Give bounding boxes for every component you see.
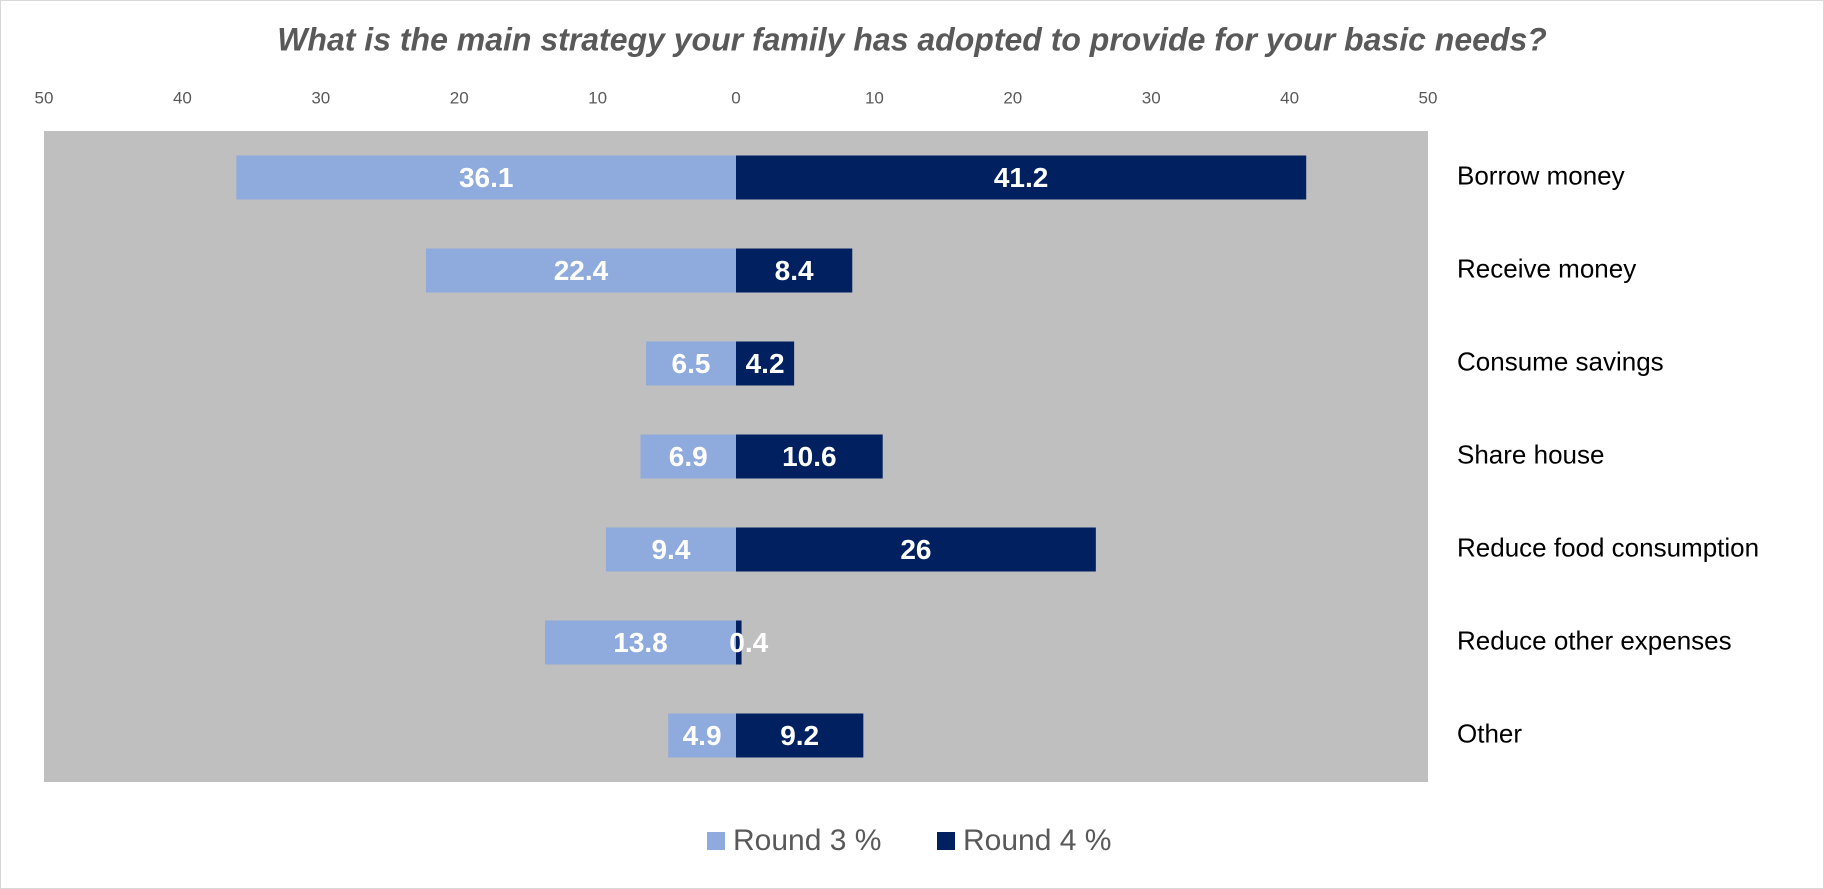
- bar: [668, 713, 736, 758]
- bar: [736, 341, 795, 386]
- data-label: 9.4: [651, 534, 690, 565]
- bar: [646, 341, 736, 386]
- data-label: 9.2: [780, 720, 819, 751]
- bar: [640, 434, 736, 479]
- legend-swatch: [937, 832, 955, 850]
- data-label: 8.4: [775, 255, 814, 286]
- bar: [736, 248, 853, 293]
- category-label: Receive money: [1457, 253, 1636, 283]
- x-tick-label: 10: [588, 88, 607, 107]
- bar: [425, 248, 736, 293]
- category-label: Reduce other expenses: [1457, 625, 1732, 655]
- bar: [545, 620, 736, 665]
- x-tick-label: 20: [1003, 88, 1022, 107]
- data-label: 41.2: [994, 162, 1049, 193]
- chart-title: What is the main strategy your family ha…: [277, 21, 1547, 57]
- data-label: 13.8: [613, 627, 668, 658]
- bar: [736, 713, 864, 758]
- category-label: Borrow money: [1457, 160, 1625, 190]
- data-label: 4.9: [683, 720, 722, 751]
- category-label: Other: [1457, 718, 1522, 748]
- x-tick-label: 40: [1280, 88, 1299, 107]
- bar: [736, 527, 1096, 572]
- bar: [236, 155, 736, 200]
- x-tick-label: 40: [173, 88, 192, 107]
- bar: [736, 155, 1307, 200]
- data-label: 26: [900, 534, 931, 565]
- data-label: 6.5: [672, 348, 711, 379]
- x-tick-label: 10: [865, 88, 884, 107]
- x-tick-label: 50: [1419, 88, 1438, 107]
- legend-label: Round 3 %: [733, 824, 881, 857]
- data-label: 22.4: [554, 255, 609, 286]
- bar: [736, 434, 883, 479]
- data-label: 6.9: [669, 441, 708, 472]
- x-tick-label: 0: [731, 88, 740, 107]
- data-label: 4.2: [746, 348, 785, 379]
- bar: [736, 620, 742, 665]
- legend-label: Round 4 %: [963, 824, 1111, 857]
- data-label: 10.6: [782, 441, 837, 472]
- data-label: 0.4: [729, 627, 768, 658]
- x-tick-label: 30: [1142, 88, 1161, 107]
- x-tick-label: 50: [35, 88, 54, 107]
- x-tick-label: 20: [450, 88, 469, 107]
- bar: [605, 527, 736, 572]
- data-label: 36.1: [459, 162, 514, 193]
- category-label: Reduce food consumption: [1457, 532, 1759, 562]
- legend-swatch: [707, 832, 725, 850]
- category-label: Share house: [1457, 439, 1604, 469]
- x-tick-label: 30: [311, 88, 330, 107]
- category-label: Consume savings: [1457, 346, 1664, 376]
